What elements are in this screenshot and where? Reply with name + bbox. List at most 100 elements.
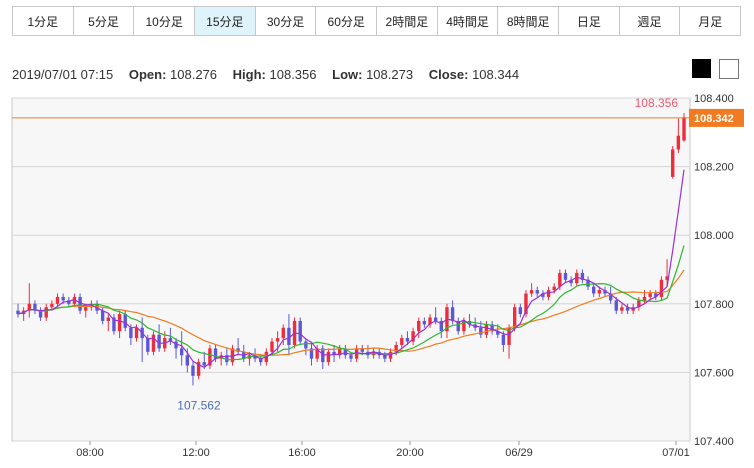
candle-body bbox=[44, 307, 48, 318]
ohlc-readout: 2019/07/01 07:15 Open: 108.276 High: 108… bbox=[12, 67, 519, 82]
high-annotation: 108.356 bbox=[635, 96, 679, 110]
grid-lines bbox=[12, 97, 690, 442]
candle-body bbox=[78, 296, 82, 311]
candle-body bbox=[275, 338, 280, 342]
candle-body bbox=[569, 279, 573, 284]
candle-body bbox=[563, 272, 568, 280]
candle-body bbox=[321, 348, 325, 363]
candle-body bbox=[529, 290, 534, 294]
candle-body bbox=[338, 348, 342, 356]
tab-2hour[interactable]: 2時間足 bbox=[377, 7, 438, 35]
tab-weekly[interactable]: 週足 bbox=[619, 7, 681, 35]
candle-body bbox=[524, 293, 528, 315]
candle-body bbox=[236, 348, 240, 352]
candle-body bbox=[586, 279, 590, 287]
tab-60min[interactable]: 60分足 bbox=[316, 7, 378, 35]
current-price-label: 108.342 bbox=[694, 113, 734, 125]
candle-body bbox=[625, 307, 630, 311]
candle-body bbox=[253, 355, 257, 359]
candle-body bbox=[411, 331, 415, 342]
candle-body bbox=[304, 341, 308, 349]
high-value: 108.356 bbox=[269, 67, 317, 82]
candle-body bbox=[462, 320, 466, 332]
candle-body bbox=[637, 300, 641, 308]
candle-body bbox=[422, 320, 427, 325]
candle-body bbox=[191, 365, 195, 376]
candle-body bbox=[343, 348, 348, 356]
candle-body bbox=[16, 310, 20, 315]
candle-body bbox=[326, 351, 331, 363]
tab-8hour[interactable]: 8時間足 bbox=[498, 7, 560, 35]
candle-body bbox=[659, 279, 664, 297]
candle-body bbox=[134, 327, 139, 339]
candle-body bbox=[151, 334, 156, 352]
tab-4hour[interactable]: 4時間足 bbox=[437, 7, 499, 35]
candle-body bbox=[507, 327, 511, 345]
candle-body bbox=[157, 334, 161, 349]
light-theme-button[interactable] bbox=[719, 59, 739, 79]
tab-1min[interactable]: 1分足 bbox=[13, 7, 74, 35]
ma-mid-line bbox=[17, 245, 685, 361]
x-axis: 08:00 12:00 16:00 20:00 06/29 07/01 bbox=[76, 441, 690, 459]
candle-body bbox=[281, 327, 285, 339]
current-price-badge bbox=[689, 108, 744, 127]
candle-body bbox=[518, 307, 523, 315]
candle-body bbox=[100, 310, 105, 321]
y-tick-label: 108.400 bbox=[694, 93, 734, 105]
low-annotation: 107.562 bbox=[177, 398, 221, 412]
candle-body bbox=[552, 286, 556, 291]
candle-body bbox=[642, 296, 647, 301]
candle-body bbox=[259, 358, 263, 363]
plot-area bbox=[11, 97, 691, 442]
candle-body bbox=[174, 341, 178, 349]
candle-body bbox=[439, 320, 443, 332]
candle-body bbox=[117, 314, 122, 332]
candle-body bbox=[682, 117, 686, 141]
tab-15min[interactable]: 15分足 bbox=[195, 7, 256, 35]
candle-body bbox=[654, 293, 658, 297]
candle-body bbox=[501, 334, 506, 345]
candle-body bbox=[38, 310, 43, 318]
candle-body bbox=[648, 293, 652, 297]
candle-body bbox=[61, 296, 65, 301]
candle-body bbox=[484, 324, 489, 335]
open-label: Open: bbox=[128, 67, 167, 82]
candle-body bbox=[433, 317, 438, 321]
candle-body bbox=[230, 348, 235, 363]
candle-body bbox=[168, 338, 173, 342]
x-tick-label: 16:00 bbox=[288, 447, 316, 459]
candle-body bbox=[597, 290, 602, 294]
y-axis: 107.400 107.600 107.800 108.000 108.200 108.4… bbox=[694, 93, 734, 448]
low-label: Low: bbox=[332, 67, 363, 82]
candle-body bbox=[428, 317, 432, 325]
candle-body bbox=[608, 293, 613, 301]
tab-30min[interactable]: 30分足 bbox=[255, 7, 317, 35]
candle-body bbox=[89, 303, 94, 308]
candle-body bbox=[213, 348, 218, 359]
candle-body bbox=[309, 348, 314, 359]
tab-monthly[interactable]: 月足 bbox=[680, 7, 741, 35]
dark-theme-button[interactable] bbox=[692, 59, 711, 78]
candle-body bbox=[67, 300, 71, 304]
candle-body bbox=[106, 317, 110, 321]
x-tick-label: 12:00 bbox=[182, 447, 210, 459]
tab-5min[interactable]: 5分足 bbox=[73, 7, 135, 35]
y-tick-label: 107.800 bbox=[694, 299, 734, 311]
tab-daily[interactable]: 日足 bbox=[559, 7, 620, 35]
candle-body bbox=[123, 314, 127, 328]
candle-body bbox=[72, 296, 77, 304]
candle-body bbox=[575, 272, 579, 284]
candle-body bbox=[185, 355, 190, 366]
candle-body bbox=[225, 355, 229, 363]
candle-body bbox=[202, 362, 206, 366]
x-tick-label: 06/29 bbox=[505, 447, 533, 459]
y-tick-label: 108.200 bbox=[694, 162, 734, 174]
candle-body bbox=[84, 307, 88, 311]
tab-10min[interactable]: 10分足 bbox=[134, 7, 196, 35]
candle-body bbox=[479, 327, 483, 335]
annotations: 108.342 108.356 107.562 bbox=[12, 96, 744, 412]
y-tick-label: 108.000 bbox=[694, 230, 734, 242]
candle-body bbox=[467, 320, 472, 325]
candle-body bbox=[450, 307, 455, 321]
candle-body bbox=[512, 307, 517, 328]
